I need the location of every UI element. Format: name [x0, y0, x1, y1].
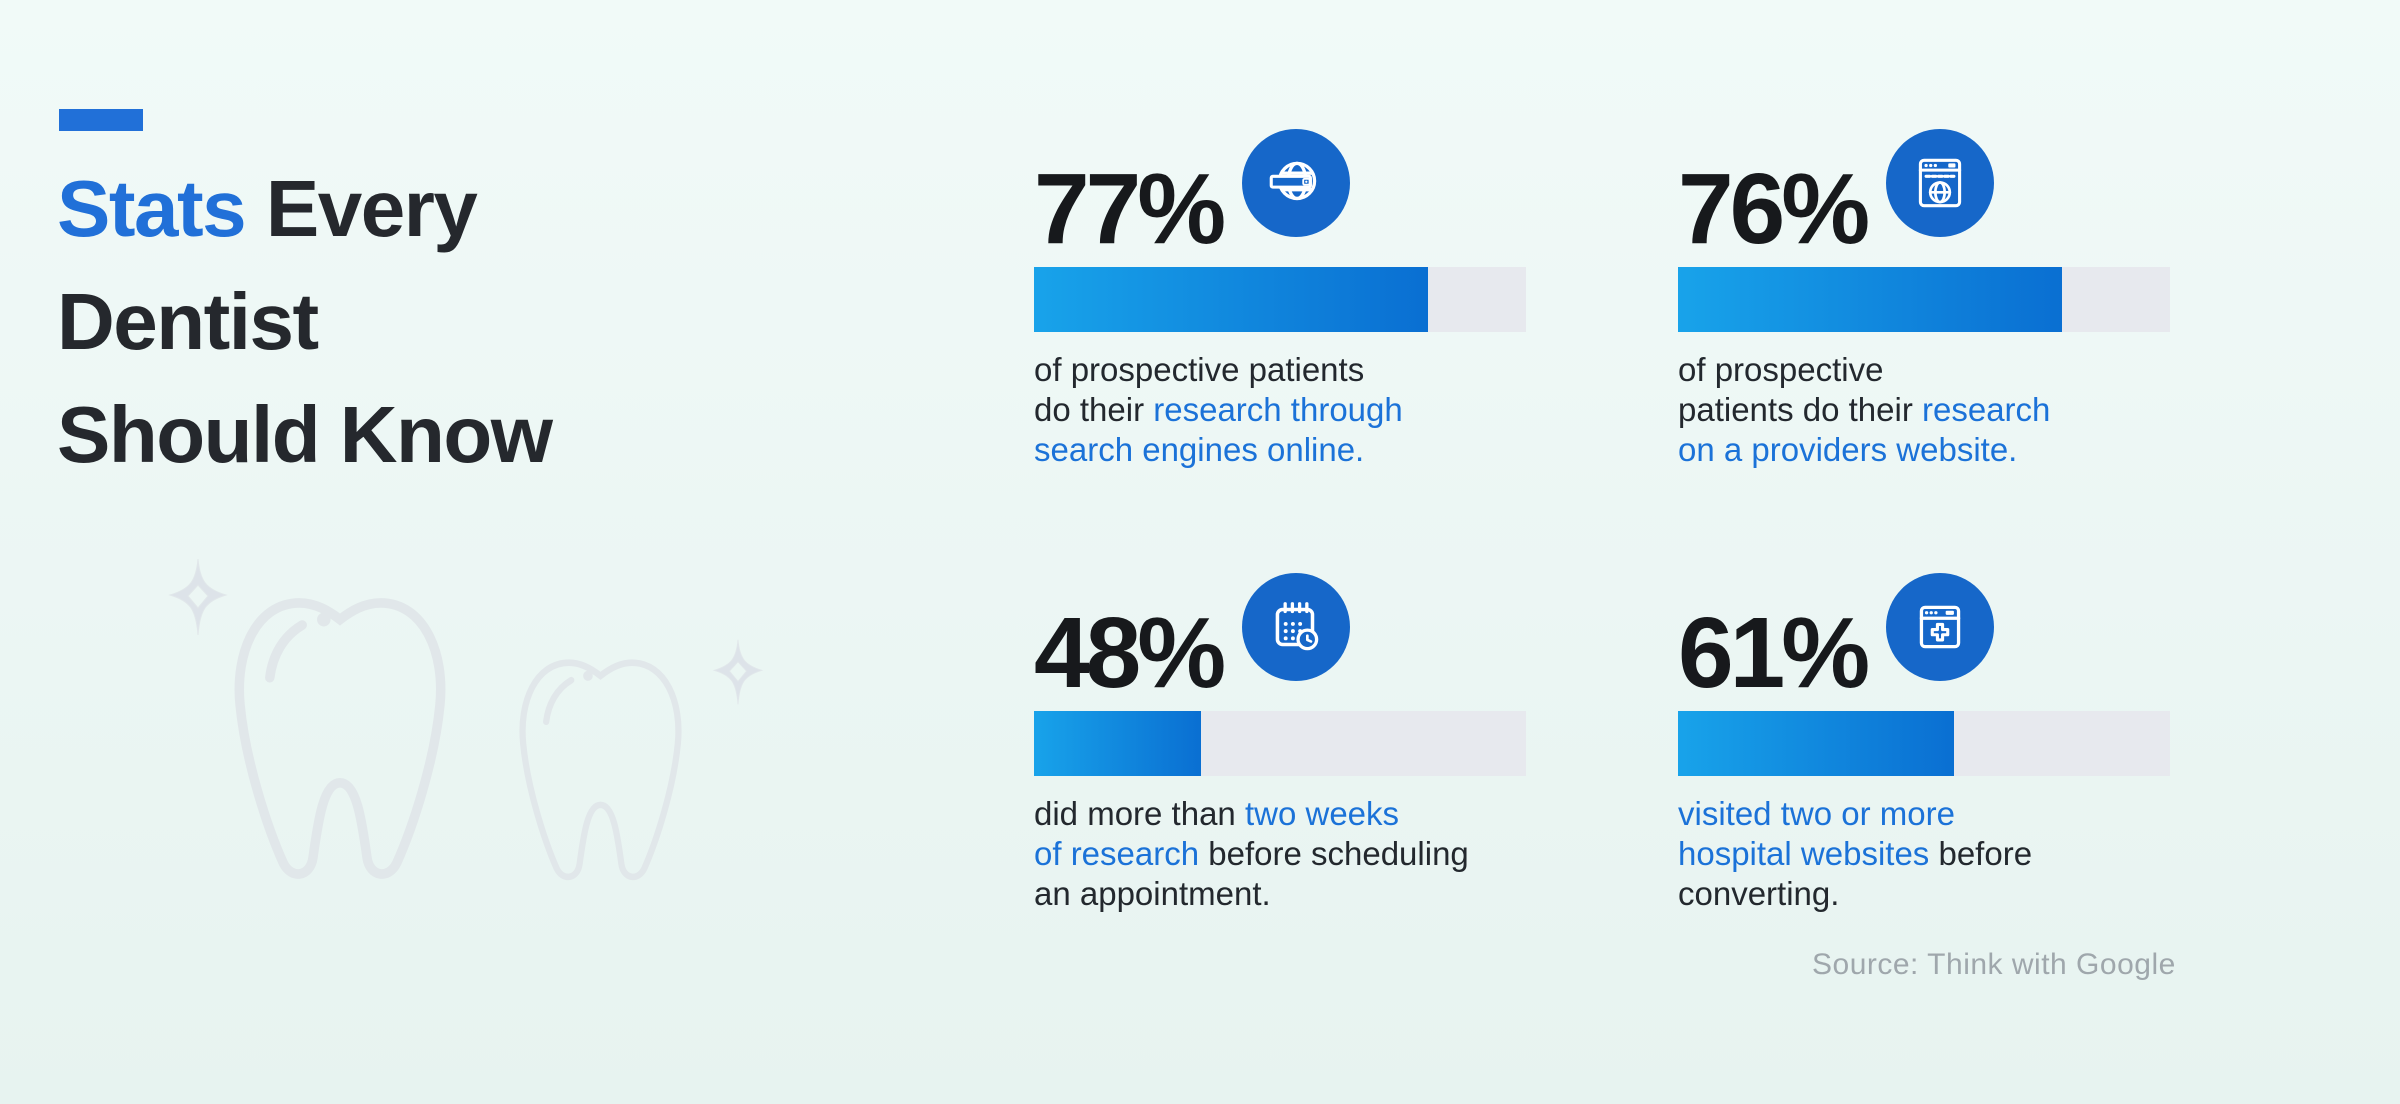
source-note: Source: Think with Google [1812, 948, 2176, 981]
plain-text: do their [1034, 391, 1154, 428]
stat-value: 77% [1034, 153, 1226, 265]
stat-progress-fill [1034, 267, 1428, 332]
stat-progress-bar [1034, 267, 1526, 332]
calendar-clock-icon [1275, 602, 1319, 651]
stat-description: visited two or more hospital websites bef… [1678, 794, 2170, 914]
stat-block: 48% did more than two weeks of research b… [1034, 573, 1526, 914]
stat-value: 61% [1678, 597, 1870, 709]
plain-text: Dentist [57, 277, 319, 366]
tooth-large-illustration [234, 598, 446, 879]
stat-block: 77% of prospective patients do their rese… [1034, 129, 1526, 470]
stat-value: 48% [1034, 597, 1226, 709]
plain-text: patients do their [1678, 391, 1922, 428]
sparkle-icon [712, 639, 764, 705]
highlighted-text: search engines online. [1034, 431, 1365, 468]
plain-text: of prospective [1678, 351, 1884, 388]
stat-header: 76% [1678, 129, 2170, 265]
tooth-small-illustration [519, 659, 682, 881]
stat-description: of prospective patients do their research… [1678, 350, 2170, 470]
stat-progress-bar [1678, 711, 2170, 776]
plain-text: before scheduling [1199, 835, 1469, 872]
title-accent-dash [59, 109, 143, 131]
stat-header: 77% [1034, 129, 1526, 265]
stat-header: 61% [1678, 573, 2170, 709]
highlighted-text: of research [1034, 835, 1200, 872]
stat-progress-fill [1034, 711, 1202, 776]
plain-text: Every [245, 164, 478, 253]
highlighted-text: visited two or more [1678, 795, 1955, 832]
plain-text: before [1929, 835, 2033, 872]
stat-icon-circle [1886, 573, 1995, 681]
browser-globe-icon [1919, 158, 1962, 208]
stat-value: 76% [1678, 153, 1870, 265]
stat-icon-circle [1242, 573, 1351, 681]
sparkle-icon [168, 558, 228, 636]
stat-block: 61% visited two or more hospital websites… [1678, 573, 2170, 914]
plain-text: converting. [1678, 875, 1840, 912]
plain-text: of prospective patients [1034, 351, 1365, 388]
globe-search-icon [1269, 161, 1317, 201]
plain-text: Should Know [57, 390, 553, 479]
stat-icon-circle [1242, 129, 1351, 237]
highlighted-text: research [1922, 391, 2051, 428]
highlighted-text: research through [1153, 391, 1403, 428]
stat-block: 76% of prospective patients do their rese… [1678, 129, 2170, 470]
browser-medical-icon [1919, 605, 1961, 649]
page-title: Stats Every Dentist Should Know [57, 152, 553, 491]
stat-progress-bar [1678, 267, 2170, 332]
stat-progress-fill [1678, 711, 1954, 776]
highlighted-text: hospital websites [1678, 835, 1930, 872]
plain-text: an appointment. [1034, 875, 1271, 912]
stat-progress-fill [1678, 267, 2062, 332]
stat-icon-circle [1886, 129, 1995, 237]
highlighted-text: Stats [57, 164, 247, 253]
highlighted-text: on a providers website. [1678, 431, 2018, 468]
highlighted-text: two weeks [1244, 795, 1400, 832]
stat-header: 48% [1034, 573, 1526, 709]
stat-description: of prospective patients do their research… [1034, 350, 1526, 470]
stat-progress-bar [1034, 711, 1526, 776]
stat-description: did more than two weeks of research befor… [1034, 794, 1526, 914]
plain-text: did more than [1034, 795, 1245, 832]
